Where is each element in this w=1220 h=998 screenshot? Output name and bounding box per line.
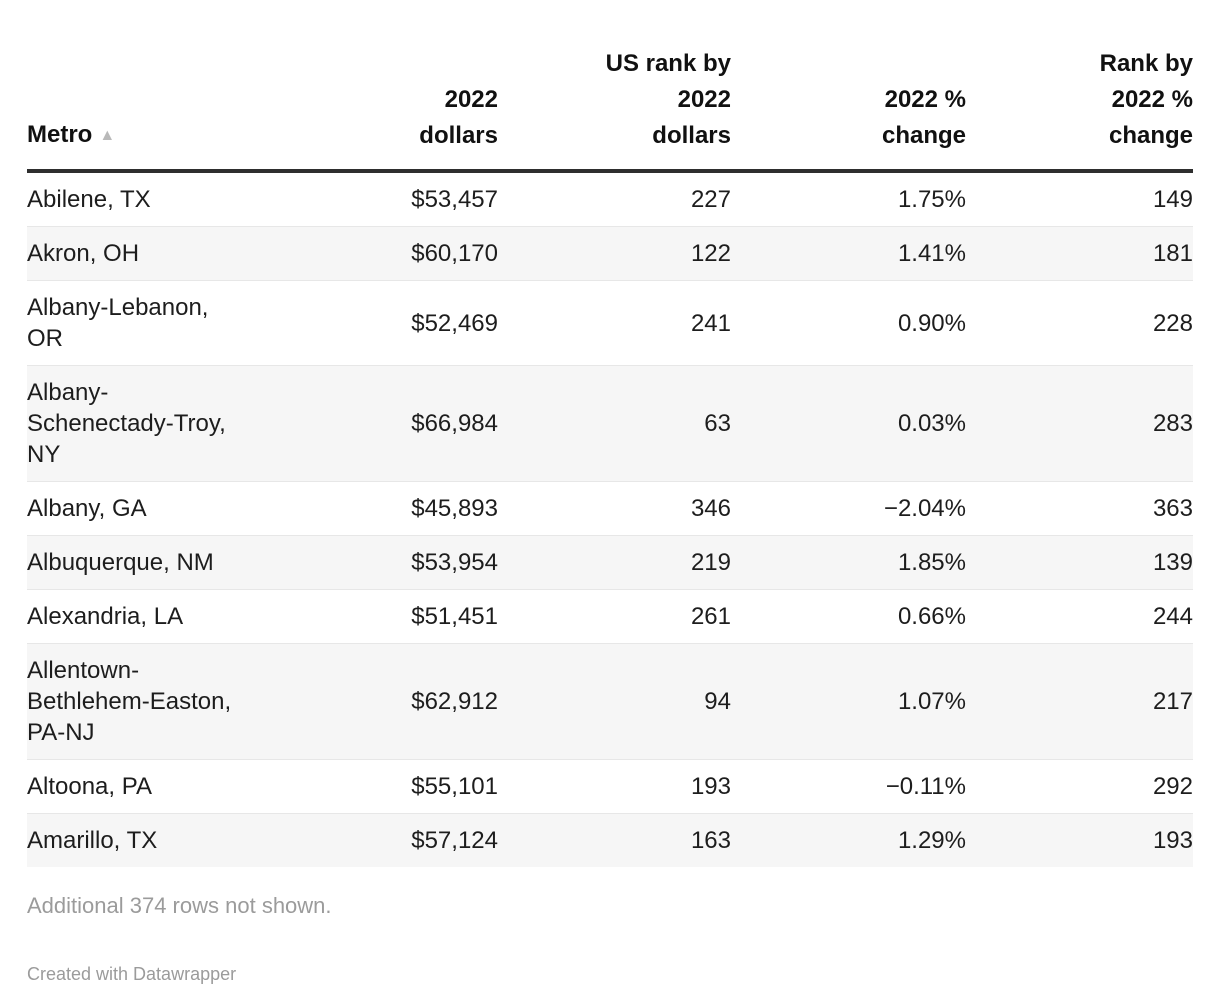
rank-pct-cell: 292 [1152,773,1193,800]
pct-change-cell: 0.03% [897,410,966,437]
pct-change-cell: 1.07% [897,688,966,715]
sort-ascending-icon: ▲ [99,127,116,144]
dollars-cell: $53,457 [411,186,498,213]
table-row: Albuquerque, NM $53,954 219 1.85% 139 [27,535,1193,590]
dollars-cell: $51,451 [411,603,498,630]
column-header-metro[interactable]: Metro ▲ [27,46,237,171]
dollars-cell: $66,984 [411,410,498,437]
metro-cell: Akron, OH [27,240,140,267]
rank-pct-cell: 363 [1152,495,1193,522]
metro-cell: Abilene, TX [27,186,151,213]
rank-pct-cell: 149 [1152,186,1193,213]
metro-cell: Albany, GA [27,495,147,522]
rank-pct-cell: 193 [1152,827,1193,854]
rank-dollars-cell: 193 [690,773,731,800]
rank-pct-cell: 228 [1152,309,1193,337]
rank-pct-cell: 244 [1152,603,1193,630]
column-header-us-rank-by-2022-dollars[interactable]: US rank by 2022 dollars [605,50,731,149]
rank-dollars-cell: 63 [704,410,731,437]
rank-pct-cell: 283 [1152,410,1193,437]
pct-change-cell: 1.85% [897,549,966,576]
pct-change-cell: −0.11% [885,773,966,800]
rank-pct-cell: 139 [1152,549,1193,576]
dollars-cell: $52,469 [411,309,498,337]
pct-change-cell: 0.66% [897,603,966,630]
metro-cell: Amarillo, TX [27,827,158,854]
table-row: Abilene, TX $53,457 227 1.75% 149 [27,171,1193,227]
dollars-cell: $55,101 [411,773,498,800]
rank-dollars-cell: 227 [690,186,731,213]
pct-change-cell: 1.41% [897,240,966,267]
table-header: Metro ▲ 2022 dollars US rank by 2022 doll… [27,46,1193,171]
column-header-metro-label: Metro [27,121,93,148]
table-row: Albany- Schenectady-Troy, NY $66,984 63 … [27,365,1193,482]
column-header-rank-by-2022-pct-change[interactable]: Rank by 2022 % change [1099,50,1193,149]
rank-dollars-cell: 261 [690,603,731,630]
table-row: Allentown- Bethlehem-Easton, PA-NJ $62,9… [27,643,1193,760]
table-row: Altoona, PA $55,101 193 −0.11% 292 [27,759,1193,814]
datawrapper-credit-link[interactable]: Created with Datawrapper [27,964,237,984]
rank-dollars-cell: 122 [690,240,731,267]
table-row: Akron, OH $60,170 122 1.41% 181 [27,226,1193,281]
pct-change-cell: 1.29% [897,827,966,854]
column-header-2022-pct-change[interactable]: 2022 % change [881,86,966,149]
pct-change-cell: −2.04% [883,495,966,522]
dollars-cell: $45,893 [411,495,498,522]
rank-pct-cell: 181 [1152,240,1193,267]
metro-cell: Alexandria, LA [27,603,184,630]
pct-change-cell: 1.75% [897,186,966,213]
header-row: Metro ▲ 2022 dollars US rank by 2022 doll… [27,46,1193,171]
data-table: Metro ▲ 2022 dollars US rank by 2022 doll… [27,46,1193,867]
pct-change-cell: 0.90% [897,309,966,337]
metro-cell: Albany-Lebanon, OR [27,294,209,352]
table-row: Alexandria, LA $51,451 261 0.66% 244 [27,589,1193,644]
table-row: Amarillo, TX $57,124 163 1.29% 193 [27,813,1193,867]
rank-dollars-cell: 94 [704,688,731,715]
column-header-2022-dollars[interactable]: 2022 dollars [419,86,498,149]
rank-dollars-cell: 346 [690,495,731,522]
metro-cell: Albuquerque, NM [27,549,214,576]
rank-pct-cell: 217 [1152,688,1193,715]
metro-cell: Altoona, PA [27,773,152,800]
dollars-cell: $60,170 [411,240,498,267]
dollars-cell: $62,912 [411,688,498,715]
rank-dollars-cell: 241 [690,309,731,337]
table-body: Abilene, TX $53,457 227 1.75% 149 Akron,… [27,171,1193,867]
rank-dollars-cell: 163 [690,827,731,854]
rows-not-shown-note: Additional 374 rows not shown. [27,893,332,918]
table-row: Albany-Lebanon, OR $52,469 241 0.90% 228 [27,280,1193,366]
dollars-cell: $53,954 [411,549,498,576]
table-row: Albany, GA $45,893 346 −2.04% 363 [27,481,1193,536]
metro-cell: Allentown- Bethlehem-Easton, PA-NJ [27,657,232,746]
dollars-cell: $57,124 [411,827,498,854]
rank-dollars-cell: 219 [690,549,731,576]
metro-cell: Albany- Schenectady-Troy, NY [27,379,226,468]
